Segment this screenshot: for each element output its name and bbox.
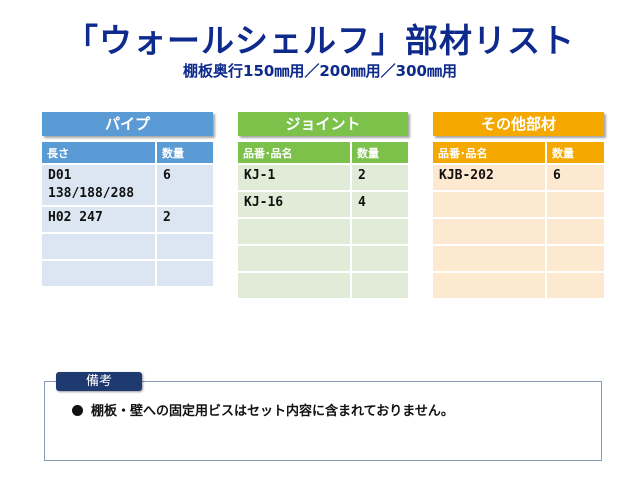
other-cell [546, 190, 604, 218]
other-cell [433, 244, 547, 272]
table-row [433, 217, 604, 245]
table-row [433, 244, 604, 272]
bullet-icon [72, 405, 83, 416]
other-parts-panel: その他部材 品番･品名 数量 KJB-202 6 [433, 112, 604, 298]
page-subtitle: 棚板奥行150㎜用／200㎜用／300㎜用 [183, 62, 457, 80]
joint-cell: 2 [351, 163, 408, 191]
joint-table: 品番･品名 数量 KJ-1 2 KJ-16 4 [238, 142, 408, 298]
pipe-cell: H02 247 [42, 205, 157, 233]
joint-cell [238, 271, 352, 298]
pipe-cell [42, 259, 157, 286]
pipe-panel: パイプ 長さ 数量 D01 138/188/288 6 H02 247 2 [42, 112, 213, 286]
joint-cell: 4 [351, 190, 408, 218]
pipe-col-length: 長さ [42, 142, 157, 164]
pipe-cell [156, 259, 213, 286]
table-row [42, 259, 213, 286]
table-row [433, 190, 604, 218]
pipe-heading: パイプ [42, 112, 213, 136]
table-row: KJ-16 4 [238, 190, 408, 218]
joint-heading: ジョイント [238, 112, 408, 136]
joint-cell [238, 244, 352, 272]
pipe-cell [42, 232, 157, 260]
other-cell [433, 190, 547, 218]
pipe-cell: D01 138/188/288 [42, 163, 157, 206]
table-row: D01 138/188/288 6 [42, 163, 213, 206]
other-heading: その他部材 [433, 112, 604, 136]
joint-col-part: 品番･品名 [238, 142, 352, 164]
table-row [433, 271, 604, 298]
other-cell [546, 217, 604, 245]
table-row [238, 271, 408, 298]
other-col-qty: 数量 [546, 142, 604, 164]
joint-col-qty: 数量 [351, 142, 408, 164]
table-row [238, 217, 408, 245]
other-cell [433, 271, 547, 298]
joint-cell [351, 271, 408, 298]
notes-text: 棚板・壁への固定用ビスはセット内容に含まれておりません。 [91, 404, 454, 419]
other-cell [546, 244, 604, 272]
other-cell [546, 271, 604, 298]
other-table: 品番･品名 数量 KJB-202 6 [433, 142, 604, 298]
notes-box [44, 381, 602, 461]
table-row [238, 244, 408, 272]
pipe-cell [156, 232, 213, 260]
joint-cell: KJ-1 [238, 163, 352, 191]
other-cell [433, 217, 547, 245]
joint-cell [238, 217, 352, 245]
pipe-table: 長さ 数量 D01 138/188/288 6 H02 247 2 [42, 142, 213, 286]
page-title: 「ウォールシェルフ」部材リスト [65, 21, 575, 60]
pipe-col-qty: 数量 [156, 142, 213, 164]
joint-panel: ジョイント 品番･品名 数量 KJ-1 2 KJ-16 4 [238, 112, 408, 298]
joint-cell [351, 217, 408, 245]
pipe-cell: 6 [156, 163, 213, 206]
table-row: KJ-1 2 [238, 163, 408, 191]
joint-cell [351, 244, 408, 272]
other-cell: KJB-202 [433, 163, 547, 191]
joint-cell: KJ-16 [238, 190, 352, 218]
pipe-cell: 2 [156, 205, 213, 233]
other-col-part: 品番･品名 [433, 142, 547, 164]
table-row [42, 232, 213, 260]
notes-label: 備考 [56, 372, 142, 391]
table-row: H02 247 2 [42, 205, 213, 233]
notes-item: 棚板・壁への固定用ビスはセット内容に含まれておりません。 [72, 400, 454, 419]
other-cell: 6 [546, 163, 604, 191]
table-row: KJB-202 6 [433, 163, 604, 191]
